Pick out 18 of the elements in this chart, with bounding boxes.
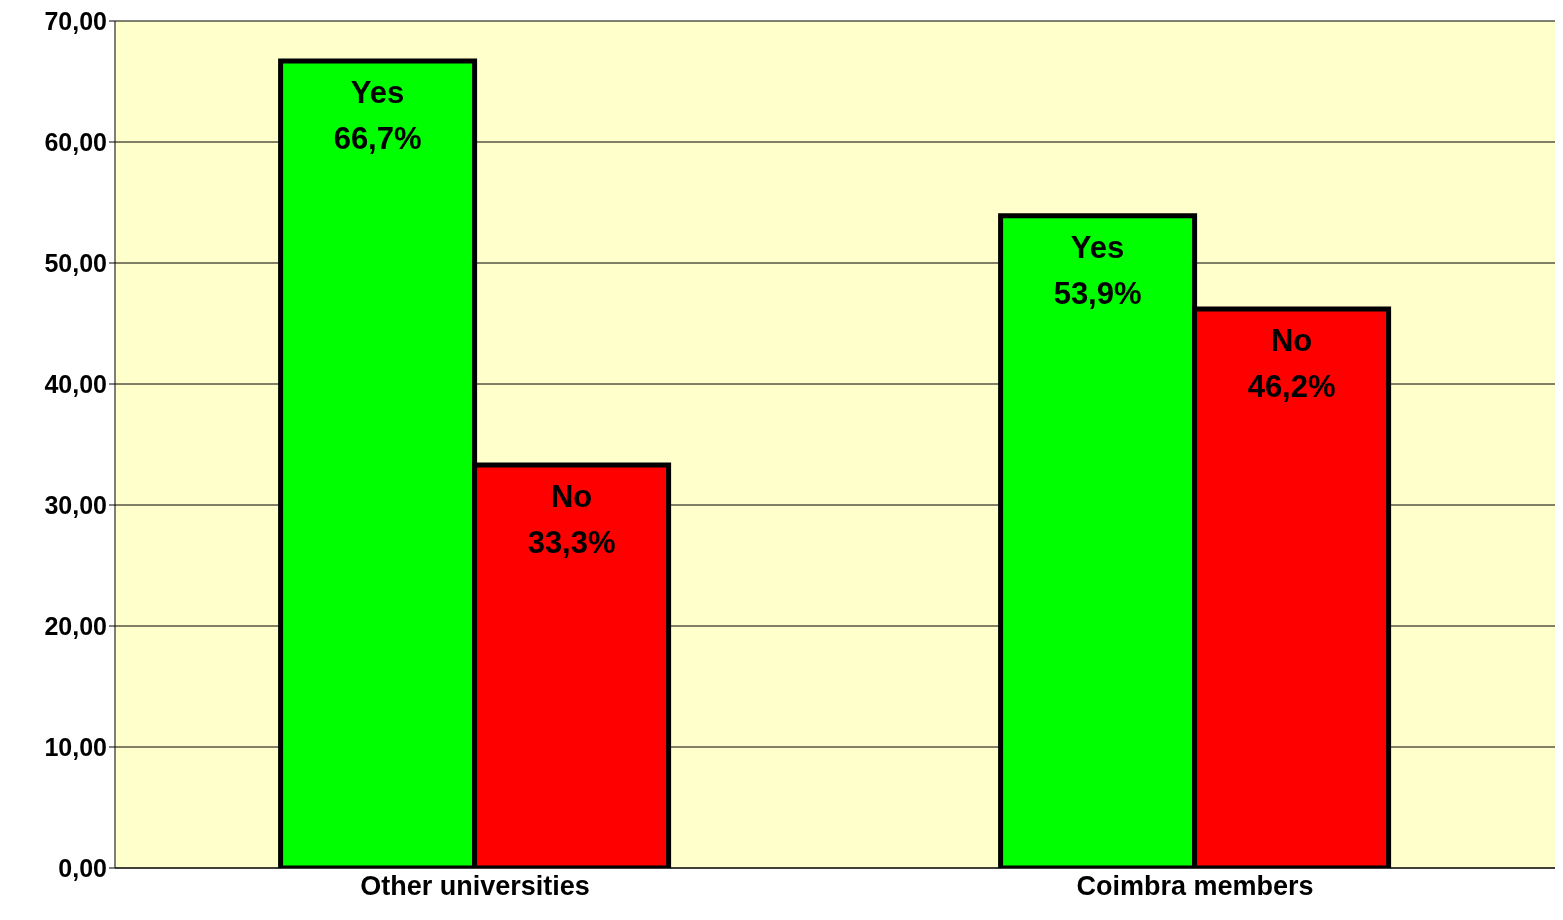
y-tick-label: 0,00 (58, 853, 107, 882)
text: No (1270, 322, 1313, 358)
y-tick-label: 70,00 (44, 6, 107, 35)
y-tick-label: 40,00 (44, 369, 107, 398)
data-label: 66,7% (333, 120, 422, 156)
x-tick-label: Coimbra members (1076, 871, 1314, 902)
y-tick-label: 30,00 (44, 490, 107, 519)
y-tick-label: 20,00 (44, 611, 107, 640)
series-label: Yes (1070, 229, 1125, 265)
y-tick-label: 10,00 (44, 732, 107, 761)
x-tick-label: Other universities (360, 871, 590, 902)
data-label: 46,2% (1247, 368, 1336, 404)
y-tick-label: 60,00 (44, 127, 107, 156)
y-tick-label: 50,00 (44, 248, 107, 277)
data-label: 33,3% (527, 525, 616, 561)
data-label: 53,9% (1053, 275, 1142, 311)
series-label: No (550, 479, 593, 515)
text: Yes (350, 74, 405, 110)
